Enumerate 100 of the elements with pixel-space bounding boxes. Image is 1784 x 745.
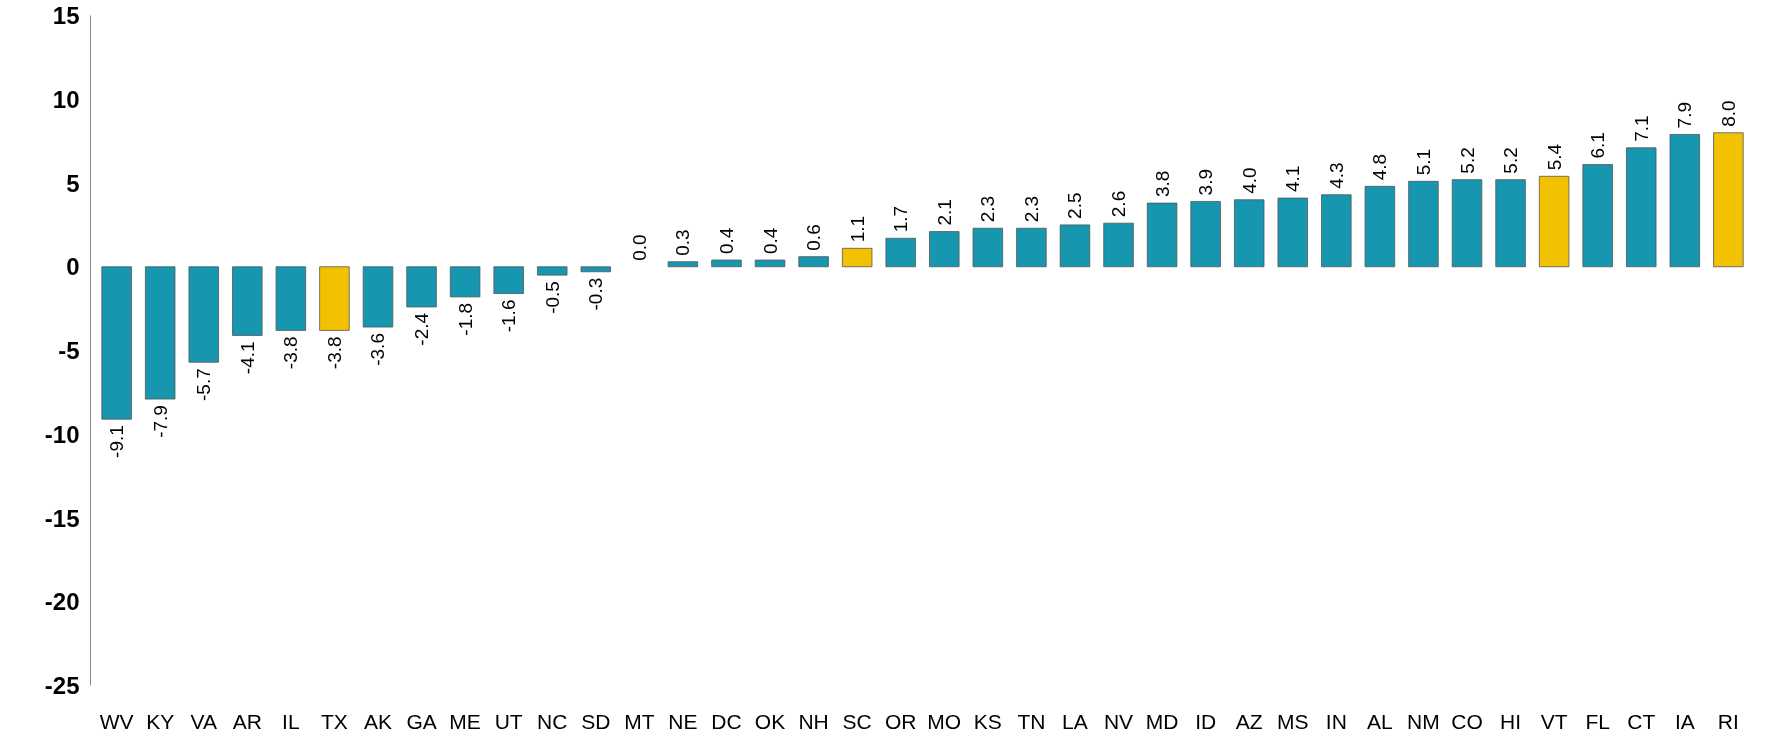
data-label: 4.3 (1325, 162, 1347, 189)
x-tick-label: SD (581, 709, 611, 733)
bar (232, 266, 263, 336)
x-tick-label: MS (1277, 709, 1309, 733)
y-tick-label: -10 (44, 420, 80, 448)
data-label: 3.8 (1151, 170, 1173, 198)
data-label: 8.0 (1717, 100, 1739, 127)
bar (1321, 194, 1352, 268)
bar (1059, 224, 1091, 268)
x-tick-label: AK (363, 709, 393, 733)
data-label: 1.7 (890, 205, 912, 233)
bar (319, 266, 350, 331)
x-tick-label: CT (1627, 709, 1656, 733)
data-label: 4.8 (1369, 153, 1391, 181)
data-label: 0.3 (672, 229, 694, 256)
bar (406, 266, 437, 308)
data-label: 4.1 (1282, 165, 1304, 193)
bar (972, 227, 1004, 268)
bar (798, 256, 829, 268)
x-tick-label: VT (1540, 709, 1568, 733)
x-tick-label: ME (449, 709, 481, 733)
bar (841, 247, 873, 268)
bar (1713, 132, 1744, 268)
bar (1190, 201, 1221, 268)
x-tick-label: IN (1325, 709, 1347, 733)
bar (1538, 175, 1570, 268)
x-tick-label: TX (321, 709, 348, 733)
data-label: 5.2 (1500, 147, 1522, 174)
bar (885, 237, 916, 268)
bar (1495, 179, 1526, 268)
data-label: -3.8 (280, 336, 302, 370)
bar (101, 266, 132, 420)
data-label: 2.3 (1020, 195, 1042, 223)
y-tick-label: 0 (66, 253, 80, 281)
y-tick-label: 10 (52, 85, 80, 113)
bar (1233, 199, 1265, 268)
x-tick-label: NH (798, 709, 829, 733)
x-tick-label: OK (754, 709, 786, 733)
bar (1451, 179, 1483, 268)
bar (1016, 227, 1047, 268)
x-tick-label: VA (190, 709, 217, 733)
data-label: 3.9 (1195, 169, 1217, 196)
bar (667, 261, 699, 268)
data-label: 2.1 (933, 199, 955, 226)
data-label: 1.1 (846, 215, 868, 243)
data-label: 7.1 (1630, 115, 1652, 142)
bar (580, 266, 612, 273)
x-tick-label: WV (99, 709, 134, 733)
x-tick-label: IA (1674, 709, 1695, 733)
data-label: 6.1 (1587, 132, 1609, 159)
bar (1408, 180, 1439, 268)
bar (929, 231, 960, 268)
data-label: 5.4 (1543, 143, 1565, 171)
data-label: 2.6 (1108, 190, 1130, 218)
data-label: 0.6 (803, 224, 825, 251)
data-label: 0.4 (715, 227, 737, 255)
x-tick-label: UT (494, 709, 523, 733)
data-label: -0.3 (585, 277, 607, 311)
data-label: 0.0 (628, 234, 650, 261)
data-label: -9.1 (106, 425, 128, 458)
bar (362, 266, 394, 328)
y-tick-label: 15 (52, 2, 80, 29)
x-tick-label: OR (884, 709, 917, 733)
data-label: 7.9 (1674, 102, 1696, 129)
x-tick-label: DC (711, 709, 742, 733)
y-tick-label: -15 (44, 504, 80, 532)
bar (1669, 134, 1701, 268)
data-label: -1.6 (498, 299, 520, 333)
bar (1626, 147, 1657, 268)
x-tick-label: NV (1103, 709, 1134, 733)
y-tick-label: -25 (44, 672, 80, 699)
x-tick-label: RI (1717, 709, 1739, 733)
x-tick-label: NC (537, 709, 568, 733)
data-label: -0.5 (541, 281, 563, 314)
x-tick-label: KY (146, 709, 175, 733)
data-label: -4.1 (236, 341, 258, 375)
data-label: -2.4 (411, 312, 433, 346)
bar (1364, 185, 1396, 268)
bar (1146, 202, 1178, 268)
bar (1103, 222, 1134, 268)
x-tick-label: AR (232, 709, 262, 733)
data-label: -5.7 (193, 368, 215, 401)
x-tick-label: CO (1451, 709, 1483, 733)
bar (493, 266, 524, 294)
x-tick-label: TN (1017, 709, 1046, 733)
bar (1277, 197, 1308, 268)
bar (188, 266, 219, 363)
bar (275, 266, 307, 331)
x-tick-label: KS (973, 709, 1002, 733)
data-label: -3.6 (367, 333, 389, 366)
x-tick-label: MT (624, 709, 655, 733)
bar (1582, 164, 1613, 268)
bar (711, 259, 742, 268)
x-tick-label: IL (282, 709, 300, 733)
data-label: 2.3 (977, 195, 999, 223)
data-label: -3.8 (323, 336, 345, 370)
bar (754, 259, 786, 268)
data-label: 4.0 (1238, 167, 1260, 194)
data-label: 5.2 (1456, 147, 1478, 174)
x-tick-label: LA (1062, 709, 1088, 733)
